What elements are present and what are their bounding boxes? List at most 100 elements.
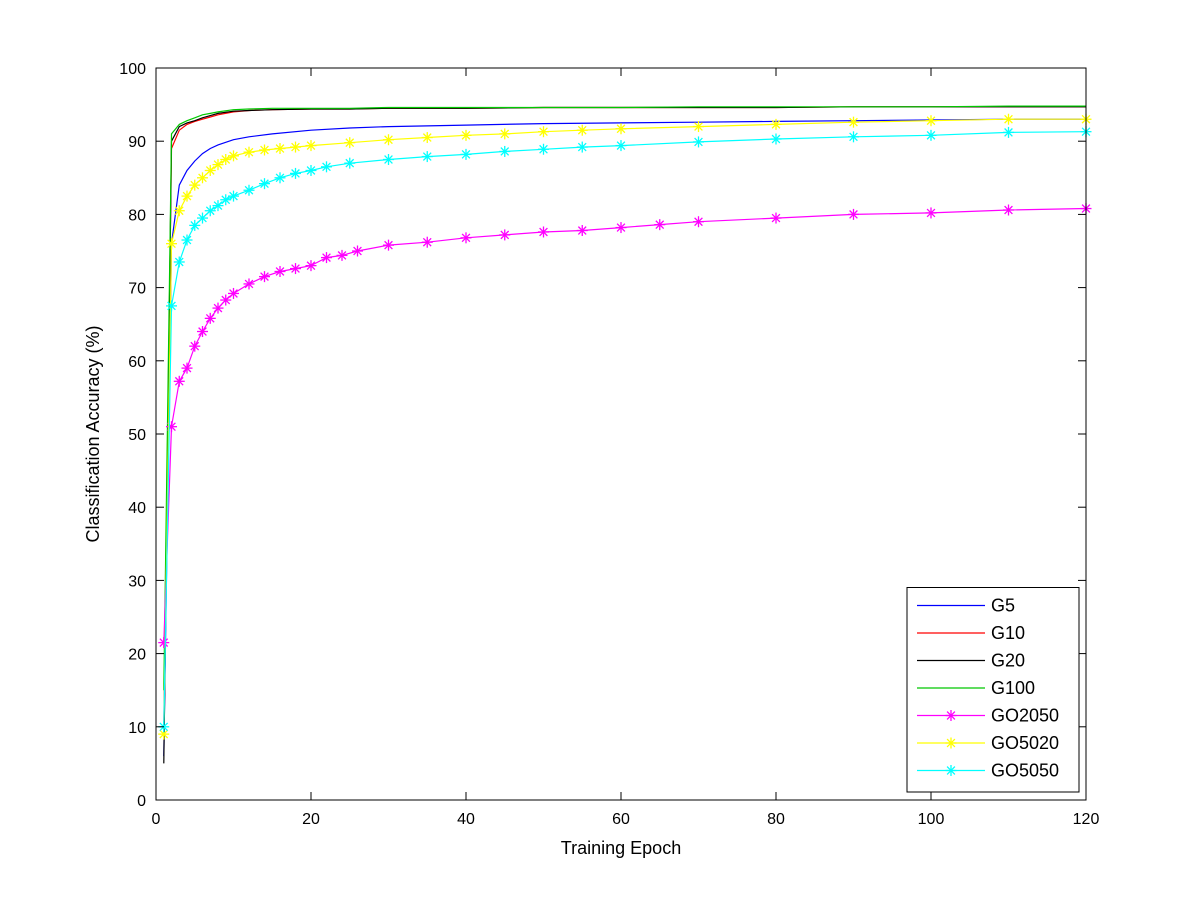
data-point-go2050 xyxy=(352,245,363,257)
data-point-go5050 xyxy=(383,154,394,165)
y-tick-label: 50 xyxy=(128,427,146,444)
data-point-go2050 xyxy=(576,225,588,237)
data-point-go5020 xyxy=(259,144,270,156)
legend-item-g5: G5 xyxy=(917,596,1015,616)
x-tick-label: 60 xyxy=(612,811,630,828)
y-tick-label: 10 xyxy=(128,720,146,737)
data-point-go5020 xyxy=(383,134,394,146)
data-point-go5050 xyxy=(173,256,185,268)
y-tick-label: 30 xyxy=(128,573,146,590)
data-point-go2050 xyxy=(166,421,177,433)
data-point-go5020 xyxy=(305,140,317,152)
x-tick-label: 20 xyxy=(302,811,320,828)
data-point-go2050 xyxy=(181,362,193,374)
data-point-go5020 xyxy=(925,115,937,127)
data-point-go5050 xyxy=(576,141,588,153)
legend-label: G100 xyxy=(991,678,1035,698)
data-point-go5020 xyxy=(421,132,433,144)
data-point-go5020 xyxy=(274,143,286,155)
y-tick-label: 20 xyxy=(128,647,146,664)
y-tick-label: 40 xyxy=(128,500,146,517)
data-point-go5020 xyxy=(197,172,208,184)
y-tick-label: 80 xyxy=(128,207,146,224)
x-axis-label: Training Epoch xyxy=(561,838,681,858)
data-point-go5020 xyxy=(204,164,216,176)
data-point-go5020 xyxy=(576,124,588,136)
series-line-go2050 xyxy=(163,207,1087,643)
data-point-go5020 xyxy=(538,126,549,138)
legend-marker xyxy=(945,765,957,776)
data-point-go5020 xyxy=(189,179,201,191)
data-point-go2050 xyxy=(220,294,232,306)
data-point-go5050 xyxy=(538,143,549,155)
data-point-go5050 xyxy=(228,190,239,202)
data-point-go5050 xyxy=(181,234,193,246)
data-point-go5020 xyxy=(243,146,255,158)
data-point-go2050 xyxy=(693,216,704,228)
data-point-go5050 xyxy=(421,151,433,163)
y-tick-label: 70 xyxy=(128,281,146,298)
series-g5 xyxy=(163,118,1086,757)
series-g100 xyxy=(163,105,1086,691)
y-tick-label: 90 xyxy=(128,134,146,151)
data-point-go5050 xyxy=(770,133,782,145)
data-point-go2050 xyxy=(243,278,255,290)
series-line-g5 xyxy=(163,118,1086,757)
y-tick-label: 60 xyxy=(128,354,146,371)
legend-item-go5050: GO5050 xyxy=(917,761,1059,781)
data-point-go2050 xyxy=(204,312,216,324)
legend-label: G5 xyxy=(991,596,1015,616)
legend-item-g10: G10 xyxy=(917,623,1025,643)
data-point-go2050 xyxy=(848,208,859,220)
data-point-go5050 xyxy=(321,161,332,173)
data-point-go2050 xyxy=(615,222,627,234)
data-point-go5020 xyxy=(173,205,185,217)
series-go2050 xyxy=(158,203,1092,649)
series-line-g100 xyxy=(163,105,1086,691)
data-point-go5020 xyxy=(181,190,193,202)
data-point-go5020 xyxy=(770,118,782,130)
data-point-go5050 xyxy=(1003,126,1014,138)
legend-item-g100: G100 xyxy=(917,678,1035,698)
data-point-go2050 xyxy=(290,263,301,275)
data-point-go2050 xyxy=(259,271,270,283)
y-tick-label: 0 xyxy=(137,793,146,810)
data-point-go2050 xyxy=(460,232,472,244)
data-point-go2050 xyxy=(173,375,185,387)
data-point-go2050 xyxy=(336,249,348,261)
data-point-go2050 xyxy=(189,340,201,352)
data-point-go5050 xyxy=(290,167,301,179)
data-point-go5050 xyxy=(197,212,208,224)
data-point-go5050 xyxy=(204,205,216,217)
data-point-go2050 xyxy=(770,212,782,224)
y-axis: 0 10 20 30 40 50 60 70 80 90 100 xyxy=(119,61,1086,810)
data-point-go5050 xyxy=(166,300,177,312)
data-point-go5020 xyxy=(1003,113,1014,125)
data-point-go5050 xyxy=(305,164,317,176)
data-point-go2050 xyxy=(305,260,317,272)
data-point-go2050 xyxy=(925,207,937,219)
data-point-go2050 xyxy=(538,226,549,238)
data-point-go5050 xyxy=(189,219,201,231)
legend-label: GO5020 xyxy=(991,733,1059,753)
data-point-go2050 xyxy=(1003,204,1014,216)
x-tick-label: 40 xyxy=(457,811,475,828)
data-point-go5020 xyxy=(212,159,224,171)
legend-label: G20 xyxy=(991,651,1025,671)
data-point-go2050 xyxy=(197,326,208,338)
data-point-go5020 xyxy=(344,137,356,149)
data-point-go2050 xyxy=(383,239,394,251)
data-point-go2050 xyxy=(228,287,239,299)
data-point-go5050 xyxy=(274,172,286,184)
data-point-go5020 xyxy=(693,121,704,133)
data-point-go5050 xyxy=(499,145,511,157)
data-point-go2050 xyxy=(158,637,170,649)
data-point-go5050 xyxy=(259,178,270,190)
legend-item-go2050: GO2050 xyxy=(917,706,1059,726)
x-tick-label: 0 xyxy=(152,811,161,828)
series-go5050 xyxy=(158,126,1092,733)
y-axis-label: Classification Accuracy (%) xyxy=(83,325,103,542)
x-tick-label: 120 xyxy=(1073,811,1100,828)
legend-box xyxy=(906,587,1080,793)
data-point-go5050 xyxy=(693,136,704,148)
